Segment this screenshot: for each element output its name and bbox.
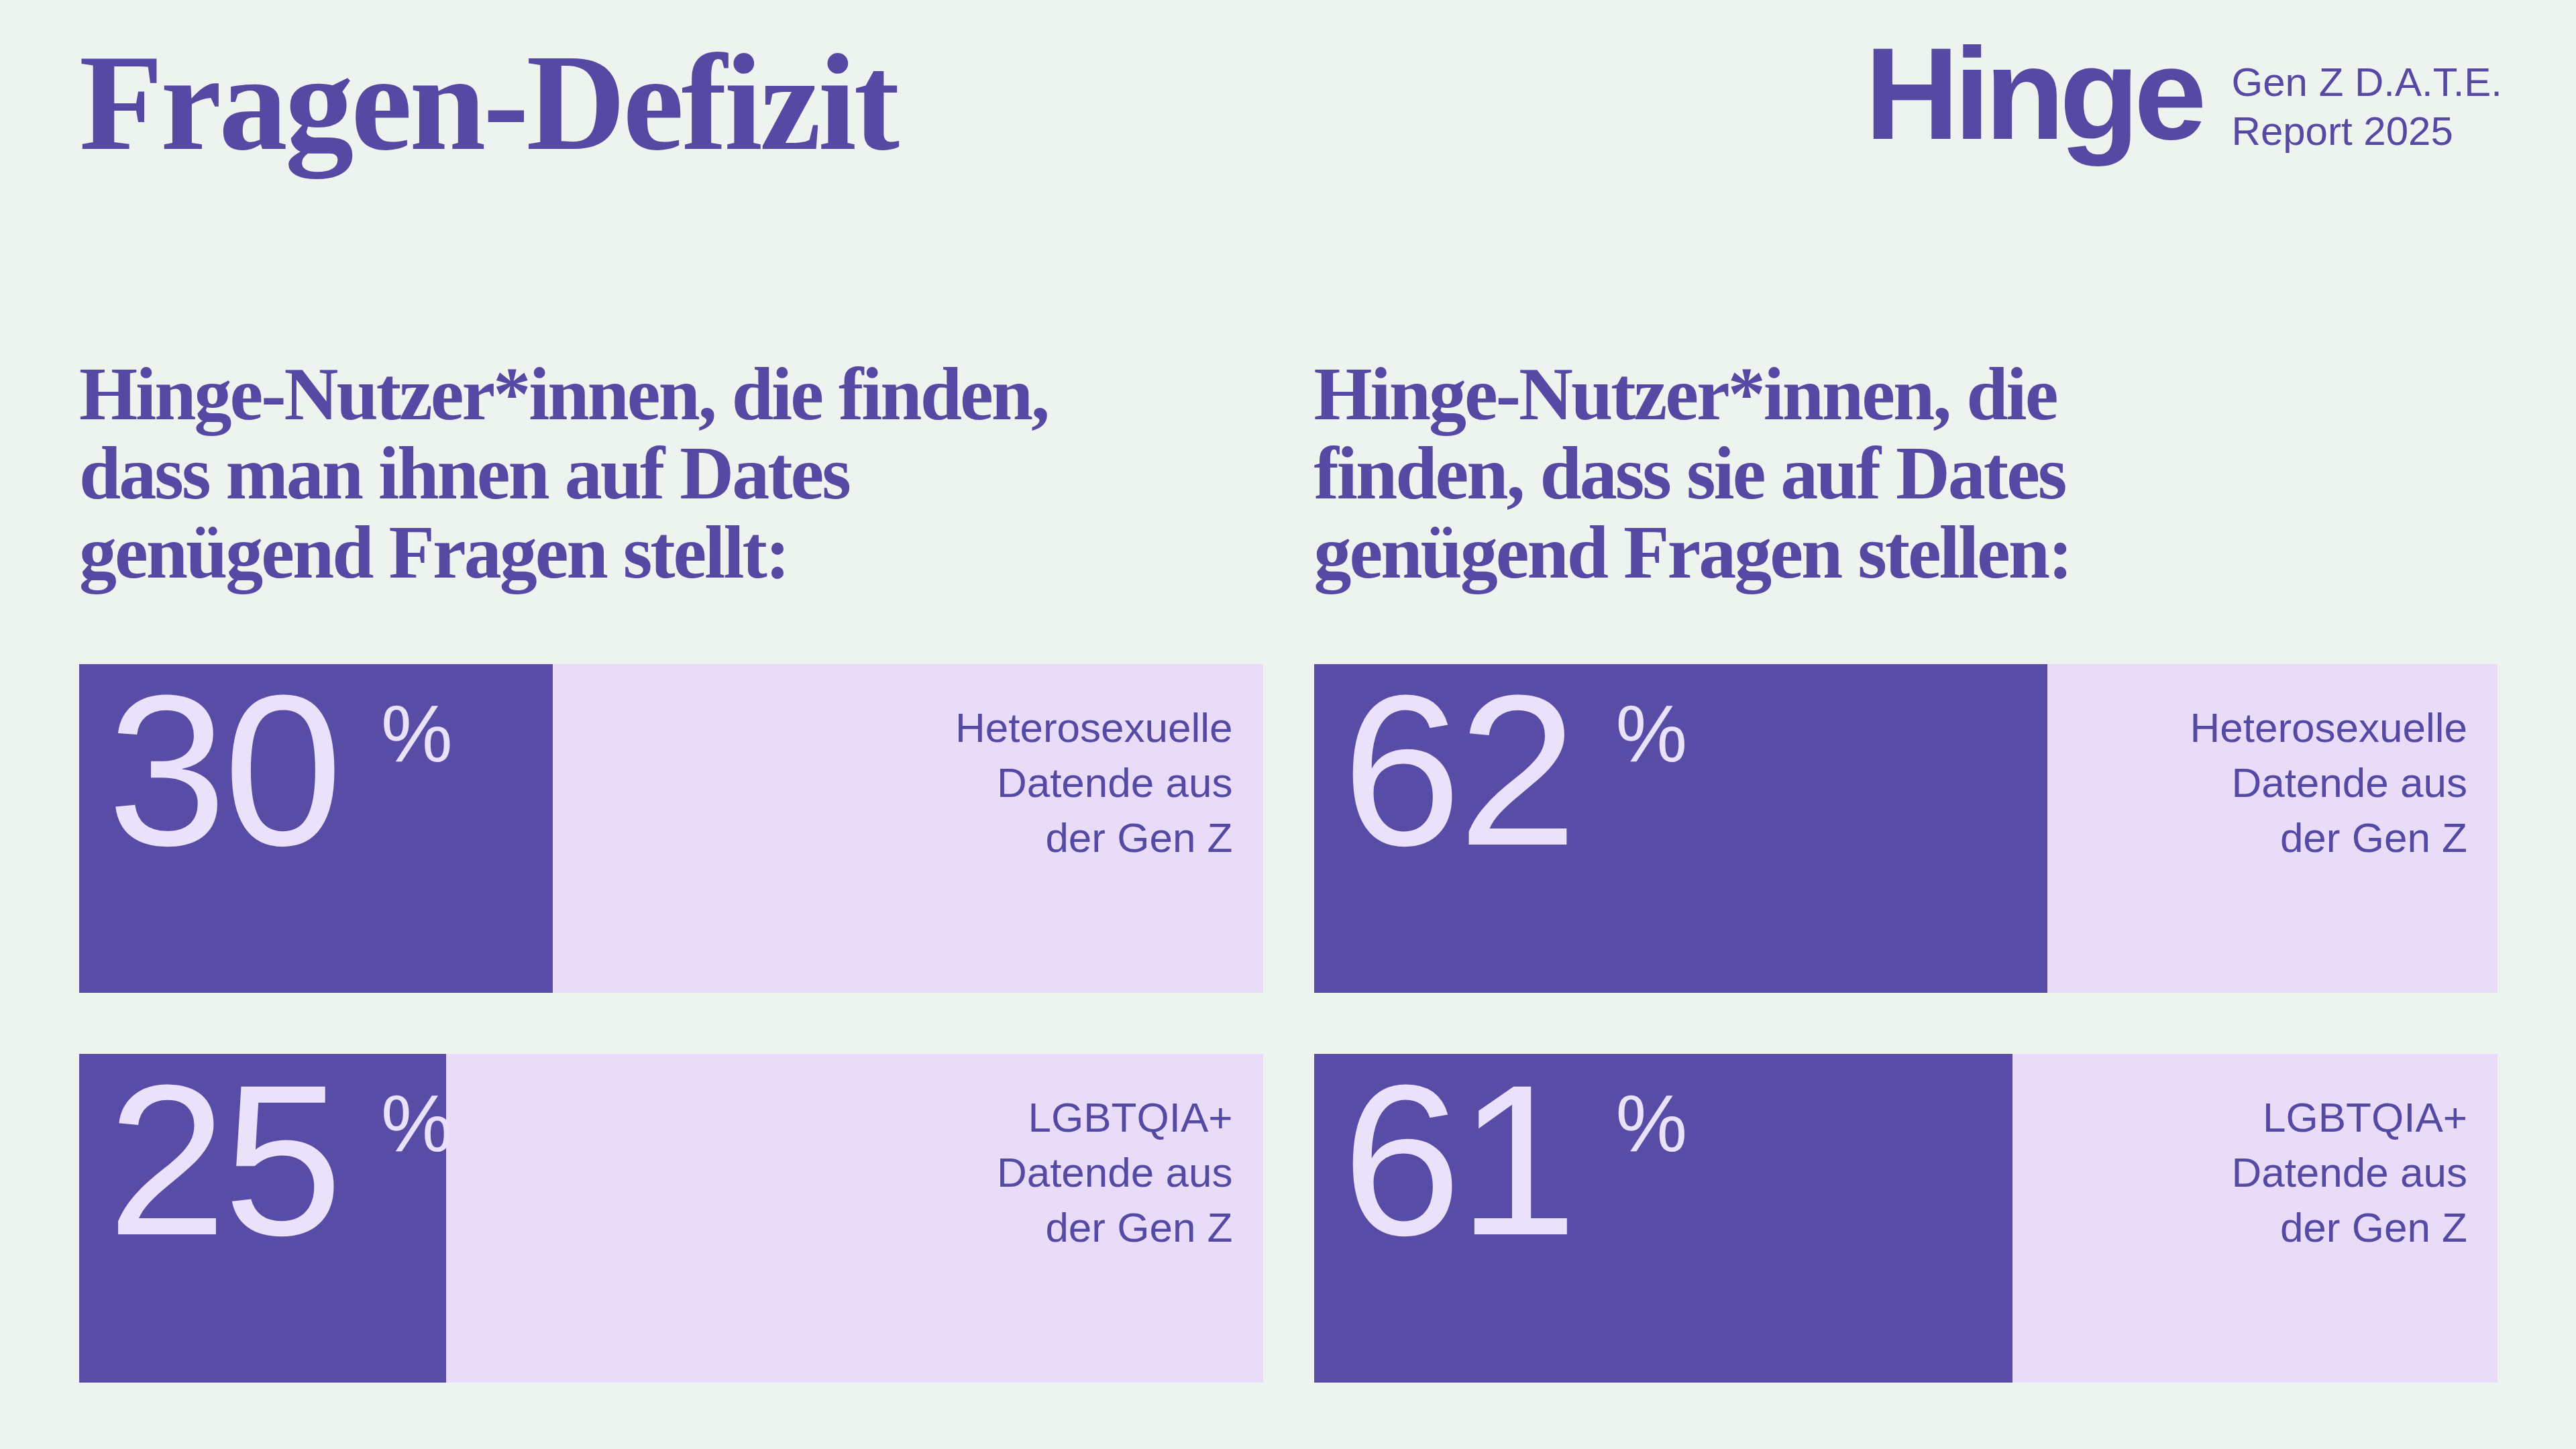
- bar-label-line: Datende aus: [2190, 755, 2467, 810]
- question-line: genügend Fragen stellen:: [1314, 513, 2498, 592]
- bar-label: Heterosexuelle Datende aus der Gen Z: [955, 700, 1233, 865]
- chart-columns: Hinge-Nutzer*innen, die finden, dass man…: [79, 354, 2498, 1383]
- question-line: genügend Fragen stellt:: [79, 513, 1263, 592]
- percent-sign: %: [1616, 693, 1688, 773]
- bar-value: 25: [107, 1053, 339, 1267]
- bar-label: LGBTQIA+ Datende aus der Gen Z: [2231, 1090, 2467, 1255]
- bar-label-line: der Gen Z: [997, 1200, 1233, 1255]
- bar-value: 62: [1342, 663, 1574, 877]
- report-label: Gen Z D.A.T.E. Report 2025: [2232, 28, 2502, 156]
- hinge-logo: Hinge: [1865, 28, 2202, 159]
- bar-label: Heterosexuelle Datende aus der Gen Z: [2190, 700, 2467, 865]
- question-line: dass man ihnen auf Dates: [79, 433, 1263, 513]
- bar-value: 30: [107, 663, 339, 877]
- percent-sign: %: [381, 693, 453, 773]
- bar-label-line: Heterosexuelle: [955, 700, 1233, 755]
- question-line: finden, dass sie auf Dates: [1314, 433, 2498, 513]
- bar-label-line: der Gen Z: [955, 810, 1233, 865]
- bar-label: LGBTQIA+ Datende aus der Gen Z: [997, 1090, 1233, 1255]
- bar-label-line: Heterosexuelle: [2190, 700, 2467, 755]
- percent-sign: %: [1616, 1083, 1688, 1163]
- question-heading-left: Hinge-Nutzer*innen, die finden, dass man…: [79, 354, 1263, 592]
- bar-label-line: Datende aus: [997, 1145, 1233, 1200]
- bar-row-lgbtqia-left: 25 % LGBTQIA+ Datende aus der Gen Z: [79, 1054, 1263, 1383]
- infographic-canvas: Fragen-Defizit Hinge Gen Z D.A.T.E. Repo…: [0, 0, 2576, 1449]
- question-heading-right: Hinge-Nutzer*innen, die finden, dass sie…: [1314, 354, 2498, 592]
- question-line: Hinge-Nutzer*innen, die finden,: [79, 354, 1263, 433]
- bar-label-line: Datende aus: [2231, 1145, 2467, 1200]
- bar-row-hetero-left: 30 % Heterosexuelle Datende aus der Gen …: [79, 664, 1263, 993]
- bar-label-line: LGBTQIA+: [2231, 1090, 2467, 1145]
- percent-sign: %: [381, 1083, 453, 1163]
- page-title: Fragen-Defizit: [79, 34, 897, 171]
- bar-row-lgbtqia-right: 61 % LGBTQIA+ Datende aus der Gen Z: [1314, 1054, 2498, 1383]
- bar-label-line: Datende aus: [955, 755, 1233, 810]
- report-line-1: Gen Z D.A.T.E.: [2232, 58, 2502, 107]
- bar-label-line: der Gen Z: [2190, 810, 2467, 865]
- bar-label-line: LGBTQIA+: [997, 1090, 1233, 1145]
- report-line-2: Report 2025: [2232, 107, 2502, 156]
- chart-group-right: Hinge-Nutzer*innen, die finden, dass sie…: [1314, 354, 2498, 1383]
- bar-row-hetero-right: 62 % Heterosexuelle Datende aus der Gen …: [1314, 664, 2498, 993]
- question-line: Hinge-Nutzer*innen, die: [1314, 354, 2498, 433]
- chart-group-left: Hinge-Nutzer*innen, die finden, dass man…: [79, 354, 1263, 1383]
- brand-block: Hinge Gen Z D.A.T.E. Report 2025: [1865, 28, 2502, 159]
- bar-label-line: der Gen Z: [2231, 1200, 2467, 1255]
- bar-value: 61: [1342, 1053, 1574, 1267]
